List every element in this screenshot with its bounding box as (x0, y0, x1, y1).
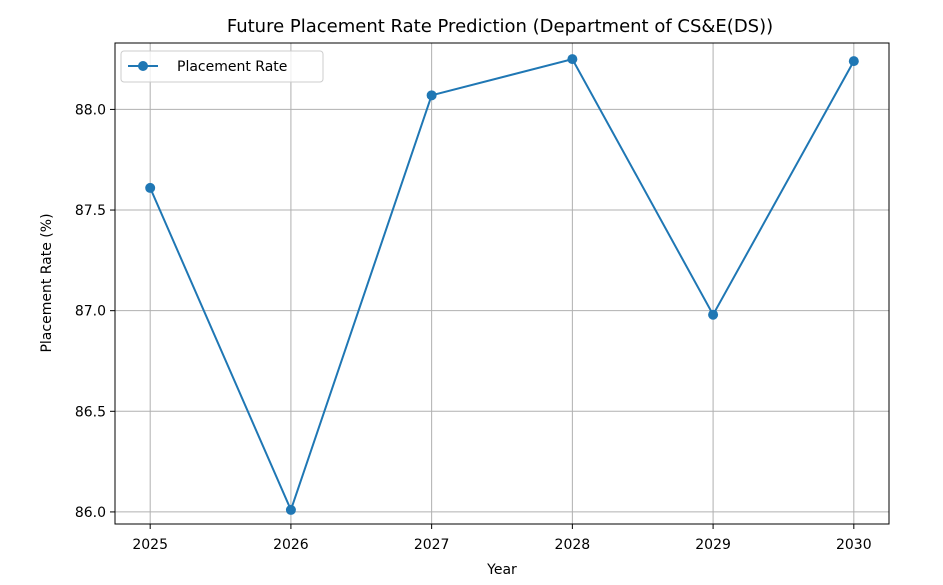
x-axis: 2025 2026 2027 2028 2029 2030 (132, 524, 872, 553)
y-tick-label: 87.0 (75, 304, 106, 320)
series-layer (145, 54, 859, 515)
data-point (285, 504, 296, 515)
data-point (567, 54, 578, 65)
y-axis: 86.0 86.5 87.0 87.5 88.0 (75, 102, 115, 521)
y-tick-label: 88.0 (75, 102, 106, 118)
y-tick-label: 87.5 (75, 203, 106, 219)
x-tick-label: 2028 (555, 537, 591, 553)
plot-frame (114, 42, 890, 525)
y-tick-label: 86.0 (75, 505, 106, 521)
y-axis-label: Placement Rate (%) (39, 213, 55, 352)
x-tick-label: 2027 (414, 537, 450, 553)
series-line (149, 57, 855, 513)
x-axis-label: Year (486, 562, 517, 578)
data-point (848, 56, 859, 67)
chart-title: Future Placement Rate Prediction (Depart… (227, 16, 773, 37)
x-tick-label: 2030 (836, 537, 872, 553)
grid-lines (115, 43, 889, 524)
legend: Placement Rate (120, 50, 324, 83)
x-tick-label: 2029 (695, 537, 731, 553)
data-point (145, 182, 156, 193)
x-tick-label: 2026 (273, 537, 309, 553)
legend-box (120, 50, 324, 83)
y-tick-label: 86.5 (75, 404, 106, 420)
x-tick-label: 2025 (132, 537, 168, 553)
data-point (426, 90, 437, 101)
data-point (708, 309, 719, 320)
legend-label: Placement Rate (177, 59, 287, 75)
legend-marker (138, 61, 148, 71)
